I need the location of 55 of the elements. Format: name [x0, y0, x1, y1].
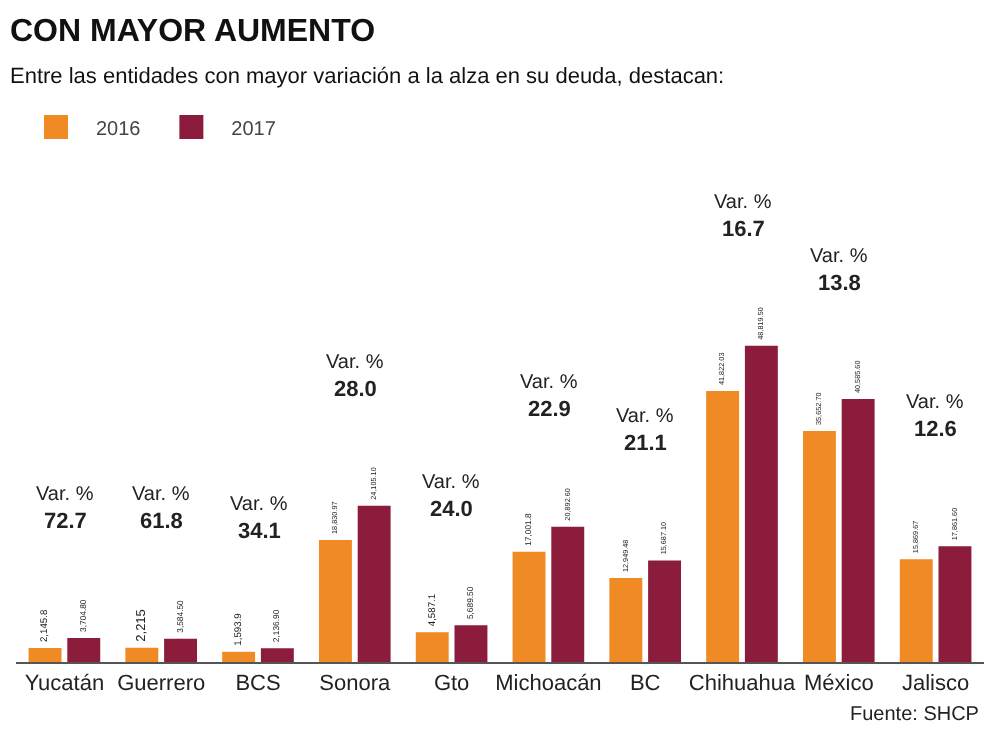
bar	[512, 551, 546, 662]
bar	[357, 505, 391, 662]
bar	[899, 559, 933, 662]
bar	[28, 648, 62, 662]
annotation: 22.9	[528, 398, 571, 422]
annotation: 61.8	[140, 510, 183, 534]
x-tick-label: Michoacán	[495, 672, 602, 697]
text: 13.8	[818, 272, 861, 296]
text: 16.7	[722, 218, 765, 242]
text: Var. %	[810, 246, 868, 268]
bar	[454, 625, 488, 662]
annotation: Var. %	[906, 392, 964, 414]
bar	[164, 638, 198, 662]
annotation: Var. %	[132, 484, 190, 506]
text: Var. %	[714, 192, 772, 214]
x-tick-label: Jalisco	[901, 672, 970, 697]
annotation: Var. %	[616, 406, 674, 428]
bar	[415, 632, 449, 662]
annotation: 28.0	[334, 378, 377, 402]
x-tick-label: Gto	[433, 672, 470, 697]
source-note: Fuente: SHCP	[850, 704, 980, 726]
annotation: Var. %	[422, 472, 480, 494]
annotation: Var. %	[36, 484, 94, 506]
x-tick-label: Sonora	[319, 672, 393, 697]
annotation: Var. %	[326, 352, 384, 374]
x-tick-label: México	[803, 672, 874, 697]
legend-label: 2017	[231, 118, 277, 141]
bar	[318, 540, 352, 662]
x-tick-label: Guerrero	[117, 672, 206, 697]
chart-subtitle: Entre las entidades con mayor variación a la alza en su deuda, destacan:	[10, 64, 725, 89]
chart-title: CON MAYOR AUMENTO	[10, 15, 376, 50]
bar	[222, 651, 256, 662]
bar	[648, 560, 682, 662]
bar	[551, 526, 585, 662]
bar	[802, 431, 836, 662]
bar	[67, 638, 101, 662]
x-tick-label: BCS	[235, 672, 281, 697]
x-tick-label: Chihuahua	[688, 672, 797, 697]
x-tick-label: BC	[629, 672, 661, 697]
annotation: 21.1	[624, 432, 667, 456]
x-tick-label: Yucatán	[24, 672, 105, 697]
bar	[841, 399, 875, 662]
bar	[744, 345, 778, 662]
annotation: 34.1	[238, 520, 281, 544]
bar	[706, 391, 740, 662]
annotation: Var. %	[520, 372, 578, 394]
bar	[938, 546, 972, 662]
bar	[260, 648, 294, 662]
bar	[609, 578, 643, 662]
annotation: 24.0	[430, 498, 473, 522]
annotation: 72.7	[44, 510, 87, 534]
legend-label: 2016	[96, 118, 142, 141]
bar	[125, 647, 159, 662]
annotation: Var. %	[230, 494, 288, 516]
annotation: 12.6	[914, 418, 957, 442]
